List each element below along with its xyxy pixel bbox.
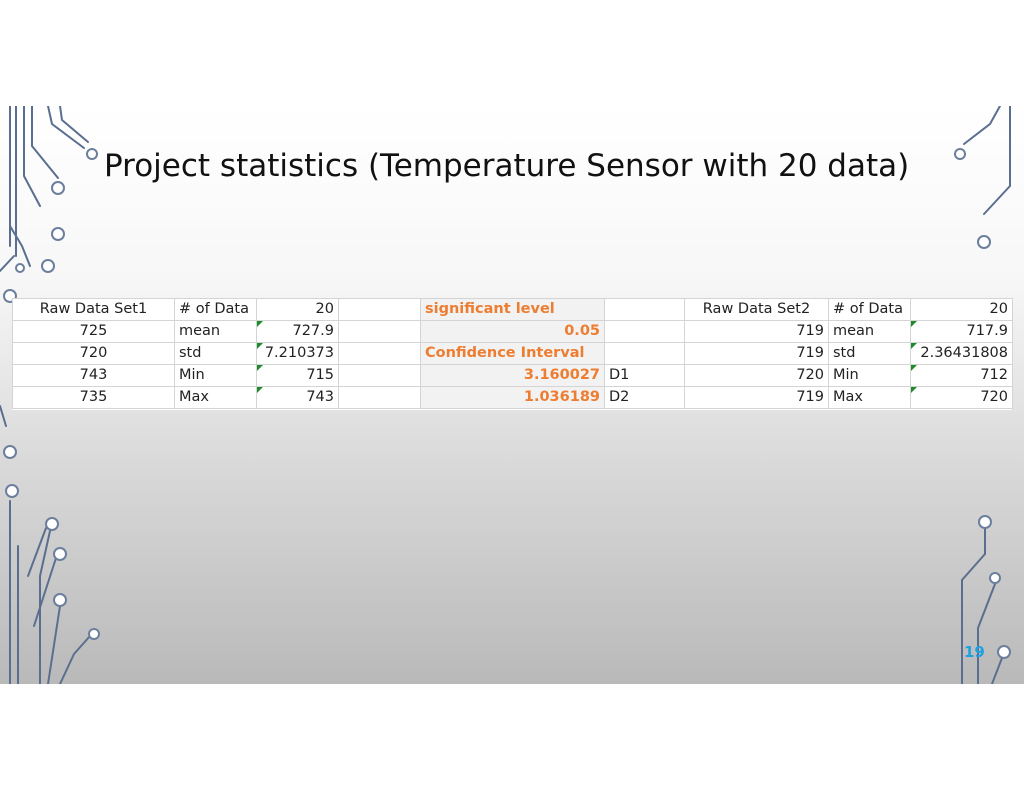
table-cell[interactable]: 715 [256,364,339,387]
table-cell[interactable]: 743 [12,364,175,387]
table-cell[interactable]: std [828,342,911,365]
table-cell[interactable]: 0.05 [420,320,605,343]
table-cell[interactable]: 20 [256,298,339,321]
table-cell[interactable]: mean [828,320,911,343]
table-cell[interactable]: Confidence Interval [420,342,605,365]
table-cell[interactable]: Raw Data Set2 [684,298,829,321]
table-cell[interactable] [338,298,421,321]
table-cell[interactable]: 719 [684,342,829,365]
table-cell[interactable]: D2 [604,386,685,409]
table-cell[interactable]: 2.36431808 [910,342,1013,365]
table-cell[interactable]: D1 [604,364,685,387]
table-row: 735 Max 743 1.036189 D2 719 Max 720 [12,386,1013,409]
spreadsheet-snapshot: Raw Data Set1 # of Data 20 significant l… [12,298,1013,410]
table-cell[interactable]: # of Data [174,298,257,321]
table-cell[interactable]: 720 [12,342,175,365]
table-cell[interactable]: 1.036189 [420,386,605,409]
table-row: 743 Min 715 3.160027 D1 720 Min 712 [12,364,1013,387]
table-cell[interactable]: 727.9 [256,320,339,343]
circuit-decoration-icon [0,106,1011,684]
table-cell[interactable]: 720 [910,386,1013,409]
table-row: Raw Data Set1 # of Data 20 significant l… [12,298,1013,321]
table-cell[interactable] [604,342,685,365]
table-cell[interactable]: std [174,342,257,365]
table-cell[interactable]: 717.9 [910,320,1013,343]
table-cell[interactable]: 743 [256,386,339,409]
table-cell[interactable]: Max [828,386,911,409]
slide-title: Project statistics (Temperature Sensor w… [104,148,910,184]
table-cell[interactable]: Min [828,364,911,387]
statistics-table: Raw Data Set1 # of Data 20 significant l… [12,298,1013,409]
table-cell[interactable]: 3.160027 [420,364,605,387]
table-cell[interactable]: 20 [910,298,1013,321]
table-cell[interactable] [338,342,421,365]
table-row: 720 std 7.210373 Confidence Interval 719… [12,342,1013,365]
table-cell[interactable] [338,320,421,343]
table-cell[interactable]: Max [174,386,257,409]
table-cell[interactable]: mean [174,320,257,343]
table-cell[interactable] [338,386,421,409]
table-cell[interactable]: 735 [12,386,175,409]
table-cell[interactable]: Min [174,364,257,387]
table-cell[interactable]: 719 [684,320,829,343]
table-cell[interactable]: 720 [684,364,829,387]
slide: Project statistics (Temperature Sensor w… [0,106,1024,684]
page-number: 19 [964,643,985,661]
table-cell[interactable]: 719 [684,386,829,409]
table-cell[interactable]: 725 [12,320,175,343]
table-row: 725 mean 727.9 0.05 719 mean 717.9 [12,320,1013,343]
table-cell[interactable] [604,298,685,321]
table-cell[interactable]: significant level [420,298,605,321]
table-cell[interactable]: Raw Data Set1 [12,298,175,321]
table-cell[interactable] [604,320,685,343]
table-cell[interactable] [338,364,421,387]
table-cell[interactable]: 712 [910,364,1013,387]
table-cell[interactable]: # of Data [828,298,911,321]
table-cell[interactable]: 7.210373 [256,342,339,365]
